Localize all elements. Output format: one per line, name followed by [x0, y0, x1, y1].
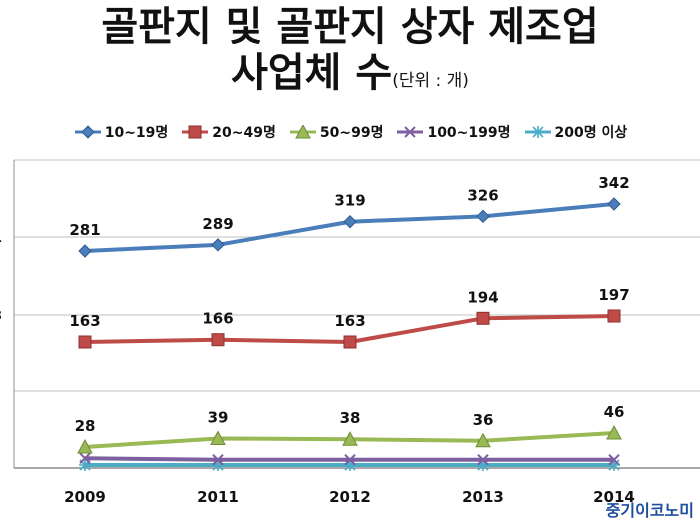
data-label-50-99-2012: 38: [340, 409, 361, 427]
title-line-1: 골판지 및 골판지 상자 제조업: [101, 4, 599, 50]
y-tick-label-1: 163: [0, 309, 2, 324]
legend-item-100-199: 100~199명: [395, 122, 511, 142]
data-label-20-49-2009: 163: [69, 312, 100, 330]
legend-marker-20-49: [188, 125, 202, 139]
title-line-2: 사업체 수(단위 : 개): [0, 50, 700, 104]
marker-200-2012: [344, 459, 356, 471]
data-label-20-49-2013: 194: [467, 288, 498, 306]
marker-50-99-2011: [210, 430, 226, 445]
data-label-50-99-2014: 46: [604, 403, 625, 421]
marker-200-2014: [608, 459, 620, 471]
marker-200-2009: [79, 459, 91, 471]
marker-10-19-2014: [607, 197, 621, 211]
data-label-20-49-2014: 197: [598, 286, 629, 304]
series-100-199: [79, 452, 620, 466]
legend: 10~19명 20~49명 50~99명 100~199명 200명 이상: [0, 122, 700, 142]
legend-swatch-50-99: [289, 125, 316, 139]
series-20-49: 163 166 163 194 197: [69, 286, 630, 349]
marker-50-99-2009: [77, 438, 93, 454]
x-tick-label-2012: 2012: [329, 488, 371, 506]
legend-label-20-49: 20~49명: [212, 125, 276, 141]
series-50-99: 28 39 38 36 46: [75, 403, 625, 454]
marker-200-2011: [212, 459, 224, 471]
series-200: [79, 459, 620, 471]
legend-swatch-10-19: [74, 125, 101, 139]
x-tick-label-2013: 2013: [462, 488, 504, 506]
legend-swatch-20-49: [182, 125, 209, 139]
data-label-10-19-2011: 289: [202, 215, 233, 233]
data-label-10-19-2009: 281: [69, 221, 100, 239]
legend-label-200: 200명 이상: [554, 125, 628, 141]
legend-label-50-99: 50~99명: [319, 125, 384, 141]
series-10-19: 281 289 319 326 342: [69, 174, 630, 258]
marker-100-199-2009: [79, 452, 91, 464]
legend-swatch-100-199: [397, 126, 424, 138]
data-label-20-49-2011: 166: [202, 310, 233, 328]
x-tick-label-2009: 2009: [64, 488, 106, 506]
legend-item-50-99: 50~99명: [288, 122, 384, 142]
marker-20-49-2009: [78, 335, 92, 349]
marker-100-199-2011: [212, 454, 224, 466]
marker-10-19-2009: [78, 244, 92, 258]
data-label-20-49-2012: 163: [334, 312, 365, 330]
data-label-50-99-2009: 28: [75, 417, 96, 435]
marker-50-99-2012: [342, 431, 358, 446]
title-unit: (단위 : 개): [392, 71, 469, 91]
marker-50-99-2013: [475, 432, 491, 448]
title-line-2-text: 사업체 수: [231, 50, 393, 96]
legend-item-10-19: 10~19명: [73, 122, 169, 142]
marker-20-49-2014: [607, 309, 621, 323]
marker-20-49-2011: [211, 333, 225, 347]
marker-20-49-2013: [476, 311, 490, 325]
y-tick-label-0: 281: [0, 231, 2, 246]
chart-title: 골판지 및 골판지 상자 제조업 사업체 수(단위 : 개): [0, 4, 700, 104]
legend-marker-200: [531, 126, 544, 138]
data-label-50-99-2011: 39: [208, 408, 229, 426]
data-label-10-19-2013: 326: [467, 186, 498, 204]
legend-item-200: 200명 이상: [523, 122, 628, 142]
legend-item-20-49: 20~49명: [180, 122, 276, 142]
legend-label-100-199: 100~199명: [427, 125, 511, 141]
marker-200-2013: [477, 459, 489, 471]
marker-50-99-2014: [606, 424, 622, 440]
data-label-50-99-2013: 36: [473, 411, 494, 429]
legend-label-10-19: 10~19명: [104, 125, 169, 141]
marker-100-199-2013: [477, 454, 489, 466]
legend-swatch-200: [524, 126, 551, 138]
marker-20-49-2012: [343, 335, 357, 349]
watermark: 중기이코노미: [605, 501, 694, 520]
legend-marker-50-99: [295, 125, 311, 139]
legend-marker-10-19: [81, 125, 95, 139]
marker-10-19-2012: [343, 215, 357, 229]
data-label-10-19-2012: 319: [334, 192, 365, 210]
legend-marker-100-199: [404, 126, 417, 138]
marker-10-19-2013: [476, 209, 490, 224]
x-tick-label-2014: 2014: [593, 488, 635, 506]
marker-10-19-2011: [211, 238, 225, 252]
marker-100-199-2014: [608, 454, 620, 466]
x-tick-label-2011: 2011: [197, 488, 239, 506]
marker-100-199-2012: [344, 454, 356, 466]
data-label-10-19-2014: 342: [598, 174, 629, 192]
